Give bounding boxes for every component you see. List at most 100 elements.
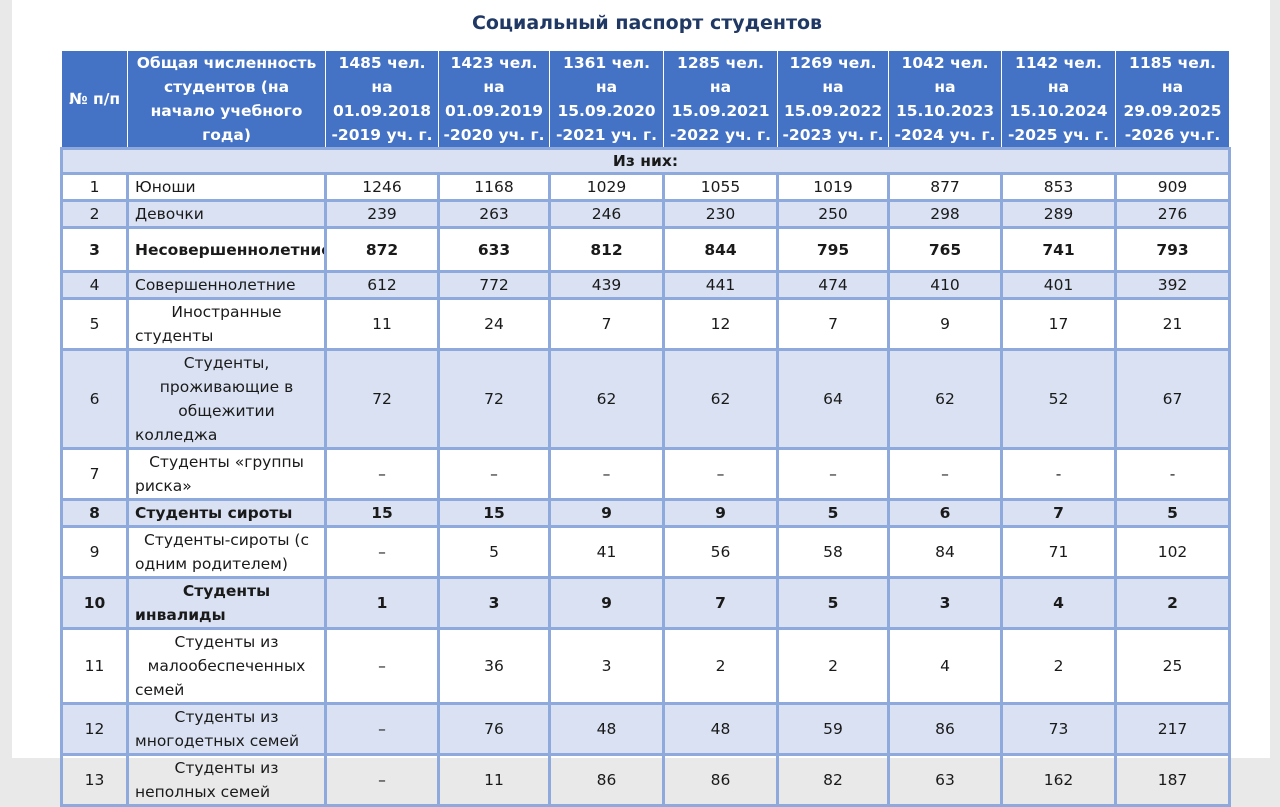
value-cell: 25 bbox=[1114, 627, 1231, 705]
header-year: 1042 чел. на 15.10.2023 -2024 уч. г. bbox=[888, 50, 1002, 149]
value-cell: 3 bbox=[887, 576, 1003, 630]
table-row: 2 Девочки 239 263 246 230 250 298 289 276 bbox=[60, 199, 1231, 229]
value-cell: 812 bbox=[548, 226, 665, 273]
value-cell: 2 bbox=[1114, 576, 1231, 630]
value-cell: 2 bbox=[662, 627, 779, 705]
value-cell: – bbox=[776, 447, 890, 501]
subheader-cell: Из них: bbox=[60, 147, 1231, 175]
row-label: Студенты инвалиды bbox=[126, 576, 327, 630]
value-cell: 1019 bbox=[776, 172, 890, 202]
value-cell: 58 bbox=[776, 525, 890, 579]
row-label: Несовершеннолетние bbox=[126, 226, 327, 273]
value-cell: 41 bbox=[548, 525, 665, 579]
value-cell: 765 bbox=[887, 226, 1003, 273]
value-cell: 5 bbox=[437, 525, 551, 579]
header-year: 1285 чел. на 15.09.2021 -2022 уч. г. bbox=[663, 50, 778, 149]
value-cell: 12 bbox=[662, 297, 779, 351]
value-cell: 86 bbox=[662, 753, 779, 807]
header-year: 1142 чел. на 15.10.2024 -2025 уч. г. bbox=[1001, 50, 1116, 149]
row-label: Юноши bbox=[126, 172, 327, 202]
row-number: 3 bbox=[60, 226, 129, 273]
value-cell: 72 bbox=[324, 348, 440, 450]
row-label: Девочки bbox=[126, 199, 327, 229]
value-cell: 741 bbox=[1000, 226, 1117, 273]
header-year: 1185 чел. на 29.09.2025 -2026 уч.г. bbox=[1115, 50, 1230, 149]
header-total-label: Общая численность студентов (на начало у… bbox=[127, 50, 326, 149]
social-passport-table: № п/п Общая численность студентов (на на… bbox=[60, 50, 1231, 807]
value-cell: 102 bbox=[1114, 525, 1231, 579]
table-row: 12 Студенты из многодетных семей –76 48 48 59… bbox=[60, 702, 1231, 756]
value-cell: 844 bbox=[662, 226, 779, 273]
value-cell: 410 bbox=[887, 270, 1003, 300]
value-cell: 1055 bbox=[662, 172, 779, 202]
value-cell: 59 bbox=[776, 702, 890, 756]
value-cell: 62 bbox=[548, 348, 665, 450]
table-row: 3 Несовершеннолетние 872 633 812 844 795 765 741… bbox=[60, 226, 1231, 273]
value-cell: 84 bbox=[887, 525, 1003, 579]
row-number: 1 bbox=[60, 172, 129, 202]
value-cell: 230 bbox=[662, 199, 779, 229]
row-label: Студенты «группы риска» bbox=[126, 447, 327, 501]
value-cell: 71 bbox=[1000, 525, 1117, 579]
row-label: Студенты из многодетных семей bbox=[126, 702, 327, 756]
value-cell: 7 bbox=[662, 576, 779, 630]
value-cell: – bbox=[324, 702, 440, 756]
value-cell: 909 bbox=[1114, 172, 1231, 202]
table-row: 5 Иностранные студенты 11 24 7 12 7 9 17 21 bbox=[60, 297, 1231, 351]
value-cell: 11 bbox=[324, 297, 440, 351]
value-cell: – bbox=[548, 447, 665, 501]
table-row: 4 Совершеннолетние 612 772 439 441 474 410 401 39… bbox=[60, 270, 1231, 300]
row-number: 11 bbox=[60, 627, 129, 705]
value-cell: 5 bbox=[1114, 498, 1231, 528]
value-cell: 612 bbox=[324, 270, 440, 300]
value-cell: 3 bbox=[437, 576, 551, 630]
value-cell: 4 bbox=[1000, 576, 1117, 630]
value-cell: 36 bbox=[437, 627, 551, 705]
value-cell: 633 bbox=[437, 226, 551, 273]
row-label: Студенты из малообеспеченных семей bbox=[126, 627, 327, 705]
value-cell: - bbox=[1000, 447, 1117, 501]
value-cell: 9 bbox=[662, 498, 779, 528]
value-cell: 82 bbox=[776, 753, 890, 807]
subheader-row: Из них: bbox=[60, 147, 1231, 175]
value-cell: 246 bbox=[548, 199, 665, 229]
value-cell: 15 bbox=[437, 498, 551, 528]
value-cell: 853 bbox=[1000, 172, 1117, 202]
value-cell: 5 bbox=[776, 498, 890, 528]
value-cell: – bbox=[324, 753, 440, 807]
row-label: Иностранные студенты bbox=[126, 297, 327, 351]
value-cell: 86 bbox=[887, 702, 1003, 756]
table-row: 8 Студенты сироты 15 15 9 9 5 6 7 5 bbox=[60, 498, 1231, 528]
row-number: 4 bbox=[60, 270, 129, 300]
row-number: 2 bbox=[60, 199, 129, 229]
header-year: 1423 чел. на 01.09.2019 -2020 уч. г. bbox=[438, 50, 550, 149]
row-label: Студенты-сироты (с одним родителем) bbox=[126, 525, 327, 579]
table-row: 6 Студенты, проживающие в общежитии колле… bbox=[60, 348, 1231, 450]
value-cell: 15 bbox=[324, 498, 440, 528]
value-cell: 162 bbox=[1000, 753, 1117, 807]
value-cell: 62 bbox=[887, 348, 1003, 450]
value-cell: 4 bbox=[887, 627, 1003, 705]
value-cell: 474 bbox=[776, 270, 890, 300]
value-cell: 5 bbox=[776, 576, 890, 630]
value-cell: 86 bbox=[548, 753, 665, 807]
value-cell: 1 bbox=[324, 576, 440, 630]
value-cell: 392 bbox=[1114, 270, 1231, 300]
value-cell: 187 bbox=[1114, 753, 1231, 807]
row-number: 13 bbox=[60, 753, 129, 807]
value-cell: - bbox=[1114, 447, 1231, 501]
value-cell: 62 bbox=[662, 348, 779, 450]
value-cell: 6 bbox=[887, 498, 1003, 528]
value-cell: 56 bbox=[662, 525, 779, 579]
table-row: 9 Студенты-сироты (с одним родителем) –5 41… bbox=[60, 525, 1231, 579]
value-cell: 217 bbox=[1114, 702, 1231, 756]
value-cell: 21 bbox=[1114, 297, 1231, 351]
value-cell: 52 bbox=[1000, 348, 1117, 450]
row-number: 12 bbox=[60, 702, 129, 756]
value-cell: 73 bbox=[1000, 702, 1117, 756]
value-cell: 48 bbox=[548, 702, 665, 756]
header-num: № п/п bbox=[61, 50, 128, 149]
row-number: 10 bbox=[60, 576, 129, 630]
value-cell: 3 bbox=[548, 627, 665, 705]
value-cell: 17 bbox=[1000, 297, 1117, 351]
